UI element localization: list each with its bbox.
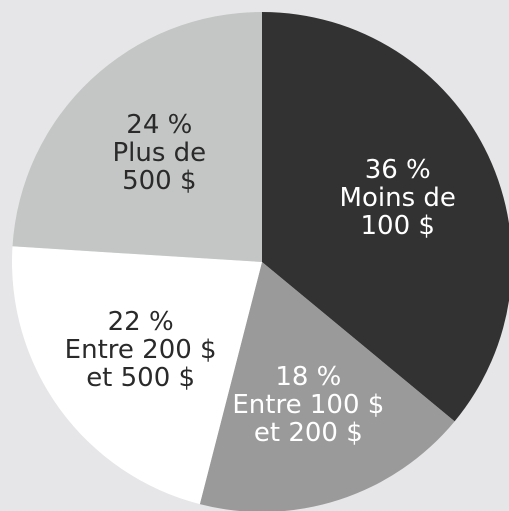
slice-label: 18 % Entre 100 $ et 200 $ [228, 363, 388, 447]
category-label: Plus de 500 $ [112, 137, 207, 196]
category-label: Entre 200 $ et 500 $ [64, 335, 217, 394]
category-label: Entre 100 $ et 200 $ [232, 389, 385, 448]
value-label: 22 % [107, 307, 174, 338]
slice-label: 24 % Plus de 500 $ [79, 111, 239, 195]
pie-slice [12, 246, 262, 505]
slice-label: 22 % Entre 200 $ et 500 $ [61, 308, 221, 392]
slice-label: 36 % Moins de 100 $ [318, 156, 478, 240]
value-label: 24 % [126, 109, 193, 140]
category-label: Moins de 100 $ [339, 183, 456, 242]
value-label: 36 % [364, 155, 431, 186]
pie-slice [12, 12, 263, 262]
value-label: 18 % [275, 361, 342, 392]
pie-slice [262, 12, 509, 422]
pie-slice [199, 262, 455, 511]
